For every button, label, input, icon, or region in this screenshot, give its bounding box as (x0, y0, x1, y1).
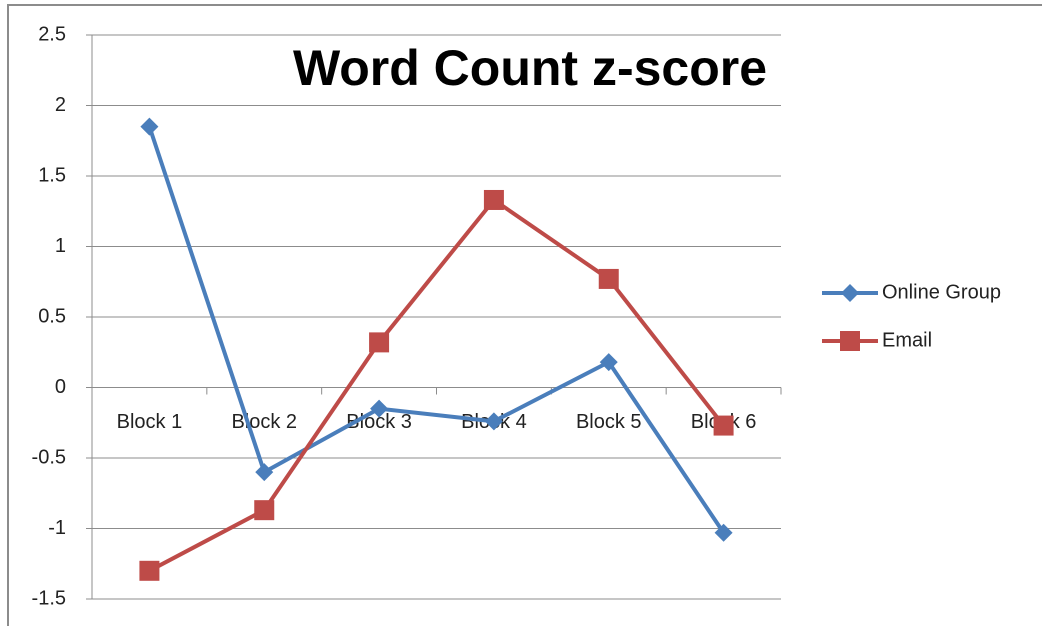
legend-label: Email (882, 329, 932, 351)
data-point (714, 523, 733, 542)
data-point (484, 412, 503, 431)
data-point (255, 463, 274, 482)
y-tick-label: -1.5 (32, 587, 66, 609)
data-point (598, 268, 619, 289)
y-tick-label: 1.5 (38, 164, 66, 186)
y-tick-label: 0 (55, 376, 66, 398)
y-tick-label: 2.5 (38, 23, 66, 45)
y-tick-label: -0.5 (32, 446, 66, 468)
legend-swatch-marker (840, 331, 860, 351)
x-tick-label: Block 2 (231, 411, 297, 433)
chart-title: Word Count z-score (293, 40, 767, 96)
data-point (140, 117, 159, 136)
y-tick-label: 2 (55, 94, 66, 116)
x-tick-label: Block 5 (576, 411, 642, 433)
y-tick-label: 1 (55, 235, 66, 257)
legend-swatch-marker (841, 284, 859, 302)
data-point (713, 415, 734, 436)
data-point (139, 560, 160, 581)
series-line (147, 126, 726, 534)
data-point (369, 332, 390, 353)
chart-frame (7, 4, 1042, 626)
data-point (254, 500, 275, 521)
x-tick-label: Block 1 (117, 411, 183, 433)
data-point (483, 189, 504, 210)
y-tick-label: -1 (48, 517, 66, 539)
legend-label: Online Group (882, 281, 1001, 303)
data-point (370, 399, 389, 418)
series-line (148, 197, 726, 573)
data-point (599, 353, 618, 372)
y-tick-label: 0.5 (38, 305, 66, 327)
